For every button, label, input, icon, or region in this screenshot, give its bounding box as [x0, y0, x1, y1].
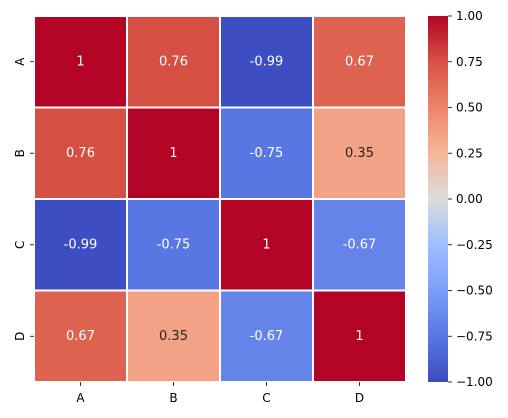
heatmap-cell — [314, 200, 405, 290]
heatmap-cell — [314, 17, 405, 107]
cell-value-label: -0.99 — [64, 237, 98, 252]
heatmap-cell — [35, 17, 126, 107]
x-tick-label: B — [169, 391, 177, 405]
heatmap-cell — [221, 17, 312, 107]
cell-value-label: 1 — [262, 237, 270, 252]
cell-value-label: 1 — [76, 54, 84, 69]
heatmap-cell — [128, 200, 219, 290]
x-axis: A B C D — [76, 382, 364, 405]
heatmap-cell — [221, 291, 312, 381]
colorbar-tick-label: −0.50 — [456, 284, 493, 298]
colorbar-gradient — [428, 16, 448, 382]
heatmap-cell — [128, 291, 219, 381]
cell-value-label: -0.99 — [250, 54, 284, 69]
colorbar-tick-label: −0.25 — [456, 238, 493, 252]
cell-value-label: 1 — [355, 329, 363, 344]
cell-value-label: -0.75 — [157, 237, 191, 252]
colorbar-tick-label: −1.00 — [456, 375, 493, 389]
heatmap-cell — [221, 200, 312, 290]
heatmap-cell — [35, 291, 126, 381]
heatmap-cell — [128, 108, 219, 198]
y-tick-label: D — [13, 332, 27, 341]
cell-value-label: 0.76 — [159, 54, 188, 69]
x-tick-label: C — [262, 391, 270, 405]
heatmap-cell — [314, 291, 405, 381]
x-tick-label: A — [76, 391, 85, 405]
cell-value-label: -0.67 — [343, 237, 377, 252]
cell-value-label: 1 — [169, 146, 177, 161]
heatmap-cell — [35, 108, 126, 198]
y-tick-label: C — [13, 241, 27, 249]
cell-value-label: -0.67 — [250, 329, 284, 344]
colorbar: 1.00 0.75 0.50 0.25 0.00 −0.25 −0.50 −0.75 −1.00 — [428, 9, 493, 389]
y-tick-label: B — [13, 149, 27, 157]
colorbar-tick-label: 0.00 — [456, 192, 483, 206]
colorbar-tick-label: 1.00 — [456, 9, 483, 23]
heatmap-cell — [128, 17, 219, 107]
y-axis: A B C D — [13, 57, 34, 341]
cell-value-label: 0.35 — [159, 329, 188, 344]
colorbar-tick-label: 0.75 — [456, 55, 483, 69]
heatmap-cell — [314, 108, 405, 198]
colorbar-tick-label: 0.25 — [456, 146, 483, 160]
colorbar-tick-label: 0.50 — [456, 101, 483, 115]
cell-value-label: 0.67 — [345, 54, 374, 69]
cell-value-label: 0.35 — [345, 146, 374, 161]
heatmap-cell — [221, 108, 312, 198]
y-tick-label: A — [13, 57, 27, 66]
cell-value-label: 0.76 — [66, 146, 95, 161]
x-tick-label: D — [355, 391, 364, 405]
heatmap-cells: 1 0.76 -0.99 0.67 0.76 1 -0.75 0.35 -0.99 -0.75 1 -… — [35, 17, 405, 381]
heatmap-cell — [35, 200, 126, 290]
colorbar-tick-label: −0.75 — [456, 329, 493, 343]
cell-value-label: -0.75 — [250, 146, 284, 161]
cell-value-label: 0.67 — [66, 329, 95, 344]
